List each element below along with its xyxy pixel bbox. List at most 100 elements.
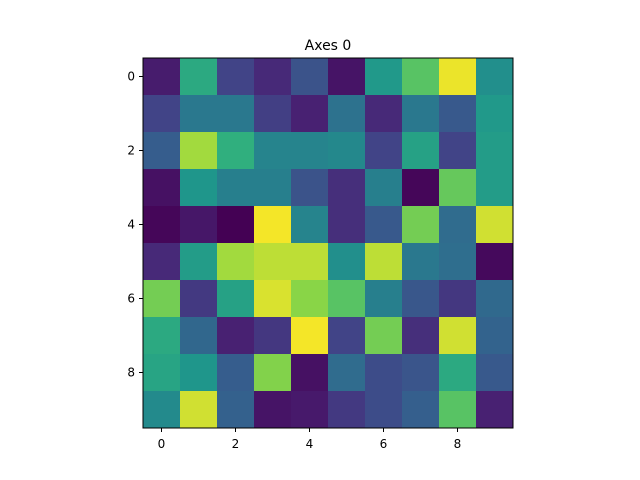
heatmap-cell-r8-c9	[476, 354, 514, 392]
heatmap-cell-r2-c5	[328, 132, 366, 170]
heatmap-cell-r0-c1	[180, 58, 218, 96]
heatmap-cell-r2-c4	[291, 132, 329, 170]
y-tick-label: 8	[127, 366, 135, 380]
axes-frame	[142, 57, 514, 429]
y-tick-label: 0	[127, 70, 135, 84]
heatmap-cell-r6-c6	[365, 280, 403, 318]
heatmap-cell-r7-c3	[254, 317, 292, 355]
heatmap-cell-r4-c5	[328, 206, 366, 244]
heatmap-cell-r2-c7	[402, 132, 440, 170]
heatmap-cell-r9-c4	[291, 391, 329, 429]
y-tick-label: 2	[127, 144, 135, 158]
heatmap-cell-r2-c6	[365, 132, 403, 170]
heatmap-cell-r9-c5	[328, 391, 366, 429]
heatmap-cell-r8-c6	[365, 354, 403, 392]
heatmap-cell-r0-c8	[439, 58, 477, 96]
heatmap-cell-r5-c0	[143, 243, 181, 281]
heatmap-cell-r5-c3	[254, 243, 292, 281]
heatmap-cell-r7-c8	[439, 317, 477, 355]
heatmap-cell-r3-c9	[476, 169, 514, 207]
heatmap-cell-r0-c3	[254, 58, 292, 96]
x-tick-label: 8	[454, 437, 462, 451]
heatmap-cell-r9-c7	[402, 391, 440, 429]
heatmap-cell-r4-c1	[180, 206, 218, 244]
heatmap-cell-r9-c8	[439, 391, 477, 429]
heatmap-cell-r2-c9	[476, 132, 514, 170]
heatmap-cell-r8-c1	[180, 354, 218, 392]
x-tick-label: 2	[232, 437, 240, 451]
heatmap-cell-r8-c3	[254, 354, 292, 392]
heatmap-cell-r8-c5	[328, 354, 366, 392]
heatmap-cell-r6-c2	[217, 280, 255, 318]
heatmap-cell-r7-c5	[328, 317, 366, 355]
heatmap-cell-r0-c7	[402, 58, 440, 96]
y-tick-label: 6	[127, 292, 135, 306]
heatmap-cell-r1-c3	[254, 95, 292, 133]
heatmap-cell-r0-c9	[476, 58, 514, 96]
y-tick-label: 4	[127, 218, 135, 232]
heatmap-cell-r1-c7	[402, 95, 440, 133]
heatmap-cell-r5-c2	[217, 243, 255, 281]
heatmap-cell-r0-c4	[291, 58, 329, 96]
heatmap-cell-r3-c2	[217, 169, 255, 207]
heatmap-cell-r5-c9	[476, 243, 514, 281]
heatmap-cell-r1-c9	[476, 95, 514, 133]
heatmap-cell-r3-c3	[254, 169, 292, 207]
heatmap-cell-r3-c7	[402, 169, 440, 207]
heatmap-cell-r4-c9	[476, 206, 514, 244]
heatmap-cell-r3-c8	[439, 169, 477, 207]
heatmap-cell-r4-c3	[254, 206, 292, 244]
heatmap-cell-r3-c1	[180, 169, 218, 207]
heatmap-cell-r4-c0	[143, 206, 181, 244]
heatmap-cell-r6-c4	[291, 280, 329, 318]
heatmap-cell-r4-c4	[291, 206, 329, 244]
heatmap-cell-r7-c4	[291, 317, 329, 355]
heatmap-cell-r7-c7	[402, 317, 440, 355]
heatmap-cell-r1-c8	[439, 95, 477, 133]
heatmap-cell-r6-c8	[439, 280, 477, 318]
heatmap-cell-r6-c5	[328, 280, 366, 318]
heatmap-cell-r5-c6	[365, 243, 403, 281]
heatmap-cell-r1-c2	[217, 95, 255, 133]
heatmap-cell-r4-c7	[402, 206, 440, 244]
heatmap-cell-r4-c8	[439, 206, 477, 244]
heatmap-cell-r2-c8	[439, 132, 477, 170]
heatmap-cell-r0-c6	[365, 58, 403, 96]
heatmap-cell-r9-c6	[365, 391, 403, 429]
heatmap-cell-r8-c7	[402, 354, 440, 392]
heatmap-cell-r8-c8	[439, 354, 477, 392]
heatmap-cell-r6-c9	[476, 280, 514, 318]
heatmap-cell-r6-c3	[254, 280, 292, 318]
heatmap-cell-r1-c4	[291, 95, 329, 133]
heatmap-cell-r3-c5	[328, 169, 366, 207]
heatmap-cell-r2-c2	[217, 132, 255, 170]
heatmap-cell-r6-c1	[180, 280, 218, 318]
heatmap-cell-r7-c9	[476, 317, 514, 355]
heatmap-cell-r4-c2	[217, 206, 255, 244]
heatmap-cell-r4-c6	[365, 206, 403, 244]
heatmap-cell-r6-c0	[143, 280, 181, 318]
heatmap-cell-r8-c2	[217, 354, 255, 392]
heatmap-cell-r5-c8	[439, 243, 477, 281]
chart-title: Axes 0	[305, 38, 352, 54]
heatmap-cell-r5-c7	[402, 243, 440, 281]
heatmap-cell-r1-c1	[180, 95, 218, 133]
y-axis-ticks: 0 2 4 6 8	[127, 70, 143, 380]
heatmap-cell-r9-c2	[217, 391, 255, 429]
heatmap-cell-r0-c5	[328, 58, 366, 96]
x-axis-ticks: 0 2 4 6 8	[158, 428, 462, 451]
heatmap-cell-r3-c0	[143, 169, 181, 207]
heatmap-cell-r0-c0	[143, 58, 181, 96]
heatmap-cell-r9-c9	[476, 391, 514, 429]
heatmap-cell-r7-c0	[143, 317, 181, 355]
x-tick-label: 0	[158, 437, 166, 451]
heatmap-cell-r1-c5	[328, 95, 366, 133]
heatmap-cell-r1-c6	[365, 95, 403, 133]
heatmap-cell-r1-c0	[143, 95, 181, 133]
heatmap-cell-r3-c6	[365, 169, 403, 207]
x-tick-label: 6	[380, 437, 388, 451]
heatmap-cell-r7-c1	[180, 317, 218, 355]
heatmap-cell-r9-c1	[180, 391, 218, 429]
heatmap-cell-r3-c4	[291, 169, 329, 207]
